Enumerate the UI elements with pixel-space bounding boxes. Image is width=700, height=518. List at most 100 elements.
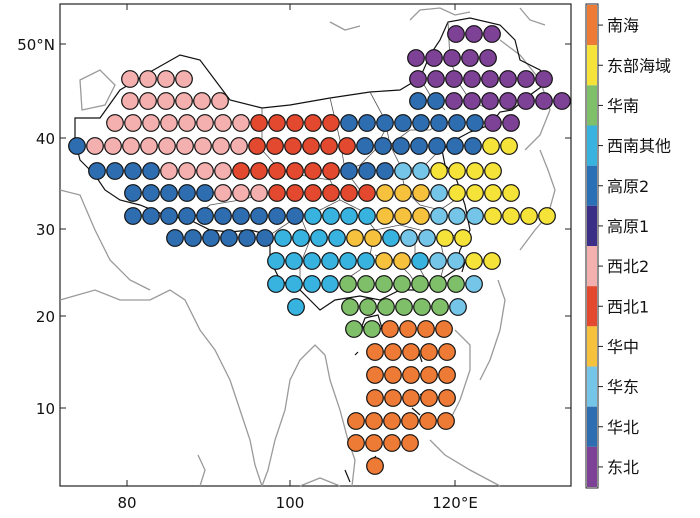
region-marker (320, 137, 338, 155)
region-marker (399, 320, 417, 338)
region-marker (214, 162, 232, 180)
region-marker (211, 92, 229, 110)
region-marker (407, 49, 425, 67)
region-marker (383, 434, 401, 452)
region-marker (384, 343, 402, 361)
legend-swatch-10 (587, 406, 597, 447)
region-marker (401, 412, 419, 430)
legend-label-5: 高原1 (607, 217, 649, 236)
region-marker (427, 70, 445, 88)
region-marker (502, 184, 520, 202)
x-tick-label-80: 80 (117, 494, 136, 512)
region-marker (435, 320, 453, 338)
region-marker (356, 137, 374, 155)
region-marker (429, 252, 447, 270)
region-marker (158, 137, 176, 155)
region-marker (303, 275, 321, 293)
region-marker (461, 49, 479, 67)
region-marker (274, 229, 292, 247)
region-marker (357, 252, 375, 270)
legend-swatch-3 (587, 125, 597, 166)
region-marker (447, 275, 465, 293)
region-marker (196, 162, 214, 180)
region-marker (484, 162, 502, 180)
legend-label-3: 西南其他 (607, 137, 671, 156)
region-marker (517, 70, 535, 88)
region-marker (178, 114, 196, 132)
region-marker (419, 412, 437, 430)
region-marker (238, 229, 256, 247)
legend-label-2: 华南 (607, 96, 639, 115)
region-marker (160, 207, 178, 225)
region-marker (193, 92, 211, 110)
region-marker (417, 320, 435, 338)
region-marker (304, 162, 322, 180)
region-marker (124, 114, 142, 132)
region-marker (175, 92, 193, 110)
region-marker (445, 70, 463, 88)
region-marker (196, 114, 214, 132)
region-marker (499, 70, 517, 88)
region-marker (321, 252, 339, 270)
region-marker (142, 114, 160, 132)
region-marker (428, 137, 446, 155)
legend-label-9: 华东 (607, 378, 639, 397)
region-marker (358, 207, 376, 225)
region-marker (364, 229, 382, 247)
legend-swatch-8 (587, 326, 597, 367)
y-tick-label-40: 40 (36, 130, 55, 148)
region-marker (322, 162, 340, 180)
region-marker (500, 137, 518, 155)
region-marker (160, 114, 178, 132)
region-marker (230, 137, 248, 155)
region-marker (176, 137, 194, 155)
legend-label-8: 华中 (607, 337, 639, 356)
region-marker (340, 114, 358, 132)
region-marker (395, 298, 413, 316)
region-marker (429, 275, 447, 293)
region-marker (520, 207, 538, 225)
region-marker (430, 184, 448, 202)
region-marker (322, 184, 340, 202)
region-marker (303, 252, 321, 270)
legend-swatch-5 (587, 205, 597, 246)
region-marker (250, 114, 268, 132)
region-marker (142, 162, 160, 180)
region-marker (196, 207, 214, 225)
region-marker (376, 162, 394, 180)
y-tick-label-30: 30 (36, 221, 55, 239)
region-marker (266, 137, 284, 155)
region-marker (345, 320, 363, 338)
legend-swatch-11 (587, 446, 597, 487)
region-marker (178, 184, 196, 202)
region-marker (464, 137, 482, 155)
region-marker (268, 207, 286, 225)
region-marker (466, 162, 484, 180)
region-marker (328, 229, 346, 247)
region-marker (310, 229, 328, 247)
region-marker (160, 162, 178, 180)
legend-swatch-7 (587, 286, 597, 327)
region-marker (358, 162, 376, 180)
region-marker (202, 229, 220, 247)
region-marker (338, 137, 356, 155)
region-marker (212, 137, 230, 155)
region-marker (420, 343, 438, 361)
region-marker (106, 162, 124, 180)
region-marker (124, 184, 142, 202)
region-marker (250, 184, 268, 202)
region-marker (121, 70, 139, 88)
region-marker (394, 114, 412, 132)
region-marker (382, 229, 400, 247)
region-marker (466, 207, 484, 225)
region-marker (502, 114, 520, 132)
region-marker (194, 137, 212, 155)
region-marker (267, 252, 285, 270)
region-marker (124, 162, 142, 180)
region-marker (384, 389, 402, 407)
region-marker (484, 207, 502, 225)
region-marker (157, 70, 175, 88)
region-marker (214, 184, 232, 202)
region-marker (157, 92, 175, 110)
